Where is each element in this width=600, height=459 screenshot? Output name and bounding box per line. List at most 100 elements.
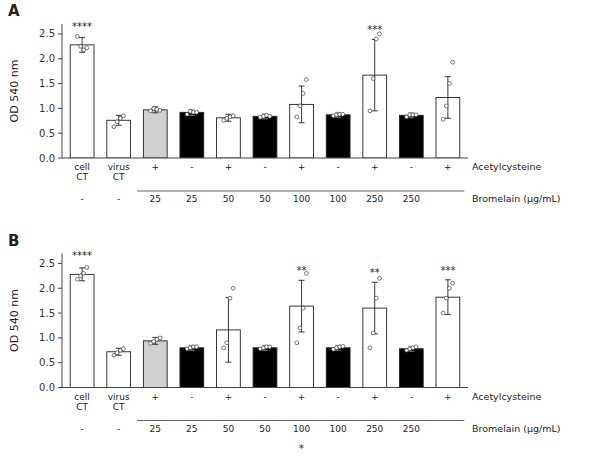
error-cap (116, 115, 122, 116)
y-tick (58, 58, 62, 59)
label-line: + (298, 162, 306, 172)
y-tick (58, 362, 62, 363)
significance-label: **** (72, 250, 92, 261)
data-point (298, 326, 302, 330)
x-subcategory-label: 100 (293, 424, 310, 434)
data-point (85, 265, 89, 269)
x-subcategory-label: 100 (330, 424, 347, 434)
error-line (301, 280, 302, 332)
data-point (228, 296, 232, 300)
data-point (85, 46, 89, 50)
y-axis-label: OD 540 nm (8, 60, 21, 123)
error-cap (445, 279, 451, 280)
error-bar (408, 346, 414, 351)
y-axis-label: OD 540 nm (8, 289, 21, 352)
chart-canvas: AOD 540 nm0.00.51.01.52.02.5cellCTvirusC… (0, 0, 600, 459)
error-cap (189, 115, 195, 116)
y-tick (58, 263, 62, 264)
label-line: + (371, 392, 379, 402)
y-tick-label: 1.5 (39, 308, 55, 319)
y-tick (58, 288, 62, 289)
x-tick-label: cellCT (74, 392, 90, 412)
data-point (295, 341, 299, 345)
label-line: - (337, 162, 340, 172)
x-subcategory-label: 250 (403, 194, 420, 204)
x-subcategory-label: 100 (330, 194, 347, 204)
data-point (451, 281, 455, 285)
y-tick-label: 0.5 (39, 128, 55, 139)
label-line: CT (113, 172, 125, 182)
error-bar (335, 345, 341, 350)
data-point (441, 311, 445, 315)
error-bar (335, 112, 341, 117)
label-line: - (263, 162, 266, 172)
error-bar (445, 280, 451, 315)
data-point (341, 344, 345, 348)
x-subcategory-label: 250 (366, 424, 383, 434)
significance-label: ** (297, 265, 307, 276)
x-subcategory-label: 50 (223, 194, 235, 204)
bar (143, 341, 167, 388)
error-bar (225, 114, 231, 121)
y-tick-label: 1.0 (39, 332, 55, 343)
error-cap (79, 280, 85, 281)
background (0, 0, 600, 459)
x-tick-label: + (444, 162, 452, 172)
bar (107, 352, 131, 388)
label-line: cell (74, 162, 90, 172)
error-bar (299, 280, 305, 332)
x-axis-line (62, 158, 468, 159)
x-tick-label: + (444, 392, 452, 402)
label-line: + (151, 392, 159, 402)
x-tick-label: - (410, 392, 413, 402)
y-tick-label: 2.0 (39, 53, 55, 64)
bar (180, 112, 204, 158)
plot-area (70, 32, 460, 158)
data-point (122, 347, 126, 351)
y-tick-label: 1.5 (39, 78, 55, 89)
data-point (225, 341, 229, 345)
data-point (195, 345, 199, 349)
data-point (371, 331, 375, 335)
error-cap (299, 122, 305, 123)
label-line: - (190, 392, 193, 402)
x-tick-label: cellCT (74, 162, 90, 182)
data-point (115, 120, 119, 124)
bar (326, 115, 350, 158)
error-bar (152, 337, 158, 344)
data-point (368, 346, 372, 350)
data-point (301, 92, 305, 96)
x-tick-label: virusCT (108, 162, 130, 182)
error-cap (152, 344, 158, 345)
x-subcategory-label: 25 (186, 194, 197, 204)
error-cap (408, 117, 414, 118)
y-tick (58, 337, 62, 338)
data-point (441, 117, 445, 121)
error-cap (79, 37, 85, 38)
bar (436, 97, 460, 158)
error-bar (116, 115, 122, 125)
x-subcategory-label: - (80, 194, 83, 204)
data-point (304, 78, 308, 82)
bar (253, 116, 277, 158)
data-point (75, 277, 79, 281)
data-point (295, 115, 299, 119)
error-cap (299, 331, 305, 332)
error-bar (372, 282, 378, 334)
x-subcategory-label: - (80, 424, 83, 434)
x-tick-label: + (371, 162, 379, 172)
label-line: + (151, 162, 159, 172)
x-subcategory-label: 250 (403, 424, 420, 434)
label-line: + (225, 162, 233, 172)
data-point (79, 44, 83, 48)
data-point (195, 110, 199, 114)
x-tick-label: - (263, 392, 266, 402)
footnote-marker: * (299, 443, 304, 454)
error-cap (225, 121, 231, 122)
error-bar (189, 109, 195, 115)
x-subcategory-label: 50 (223, 424, 235, 434)
bar (253, 348, 277, 388)
x-tick-label: - (410, 162, 413, 172)
data-point (414, 345, 418, 349)
error-cap (116, 125, 122, 126)
